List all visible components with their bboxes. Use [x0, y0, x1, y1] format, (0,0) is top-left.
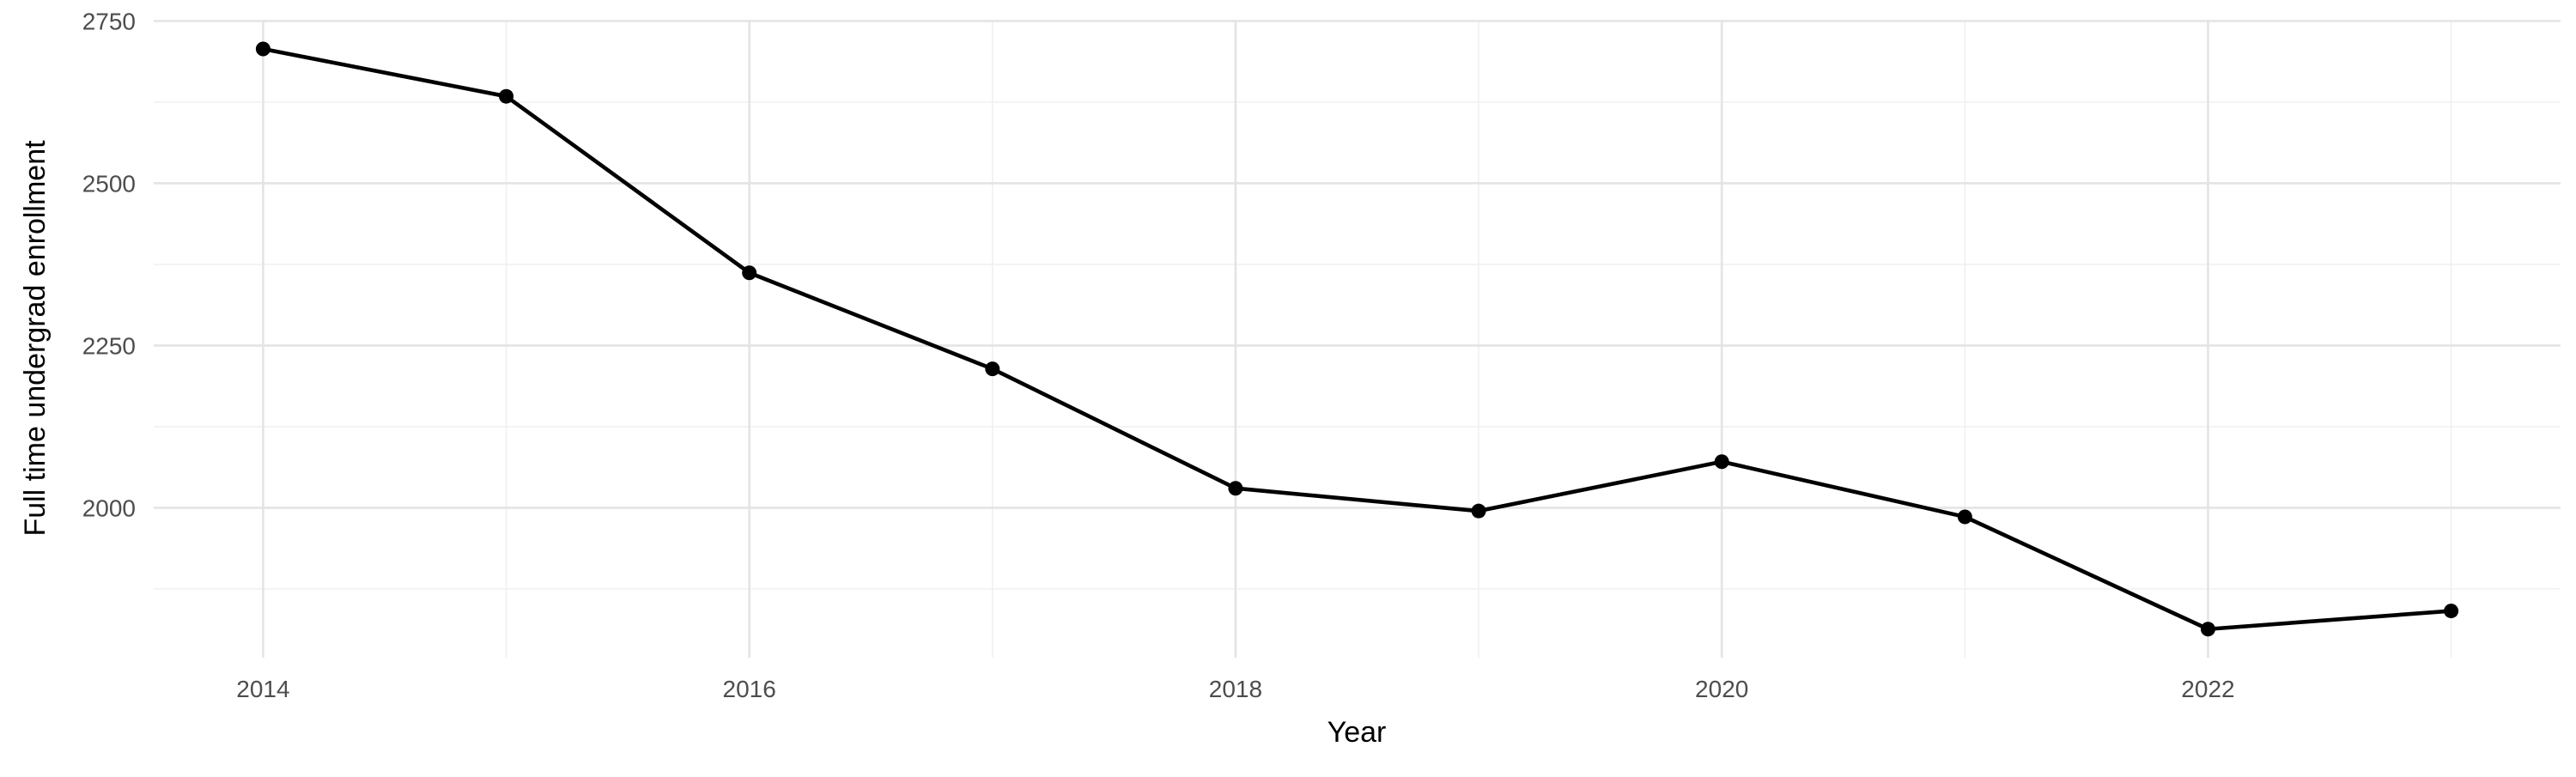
y-axis-title: Full time undergrad enrollment — [19, 140, 52, 537]
data-point — [2200, 622, 2215, 637]
x-tick-label: 2020 — [1695, 676, 1748, 702]
x-axis-tick-labels: 2014 2016 2018 2020 2022 — [236, 676, 2234, 702]
data-point — [1957, 509, 1972, 525]
data-series — [255, 41, 2459, 637]
data-point — [985, 361, 1000, 377]
x-tick-label: 2014 — [236, 676, 289, 702]
y-axis-tick-labels: 2750 2500 2250 2000 — [82, 9, 136, 522]
trend-line — [262, 46, 2451, 632]
data-point — [742, 265, 757, 281]
y-tick-label: 2000 — [82, 495, 136, 521]
data-point — [1228, 481, 1243, 496]
data-point — [1714, 454, 1729, 470]
y-tick-label: 2750 — [82, 9, 136, 35]
minor-gridlines — [154, 20, 2561, 658]
data-point — [1471, 503, 1486, 519]
data-point — [255, 41, 270, 57]
major-gridlines — [154, 20, 2561, 658]
y-tick-label: 2500 — [82, 170, 136, 197]
x-tick-label: 2022 — [2181, 676, 2234, 702]
data-point — [2444, 604, 2459, 619]
x-axis-title: Year — [1327, 716, 1387, 749]
x-tick-label: 2018 — [1209, 676, 1262, 702]
x-tick-label: 2016 — [723, 676, 776, 702]
data-point — [499, 88, 514, 104]
y-tick-label: 2250 — [82, 332, 136, 359]
